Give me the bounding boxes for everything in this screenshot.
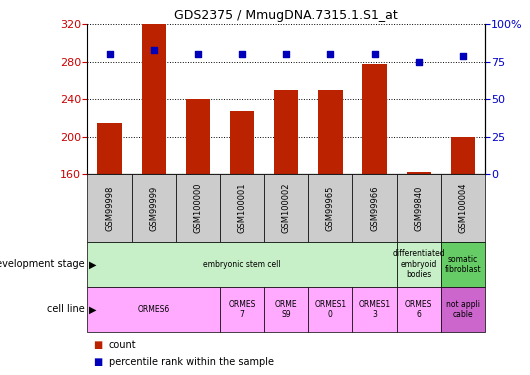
Text: ■: ■ <box>93 340 102 350</box>
Bar <box>230 111 254 174</box>
Text: ORMES1
3: ORMES1 3 <box>358 300 391 319</box>
Text: GSM100002: GSM100002 <box>282 183 290 233</box>
Bar <box>274 90 298 174</box>
Point <box>238 51 246 57</box>
Text: ORMES6: ORMES6 <box>138 305 170 314</box>
Bar <box>363 64 387 174</box>
Text: ■: ■ <box>93 357 102 367</box>
Text: ▶: ▶ <box>89 260 96 269</box>
Bar <box>186 99 210 174</box>
Text: GSM100000: GSM100000 <box>193 183 202 233</box>
Text: development stage: development stage <box>0 260 85 269</box>
Point <box>414 59 423 65</box>
Bar <box>407 172 431 174</box>
Text: GSM100001: GSM100001 <box>237 183 246 233</box>
Bar <box>142 24 166 174</box>
Point <box>458 53 467 59</box>
Point <box>370 51 379 57</box>
Text: ORME
S9: ORME S9 <box>275 300 297 319</box>
Point <box>193 51 202 57</box>
Bar <box>318 90 342 174</box>
Text: GSM100004: GSM100004 <box>458 183 467 233</box>
Text: GSM99999: GSM99999 <box>149 186 158 231</box>
Point <box>105 51 114 57</box>
Point <box>149 47 158 53</box>
Bar <box>450 137 475 174</box>
Text: ORMES
7: ORMES 7 <box>228 300 255 319</box>
Point <box>282 51 290 57</box>
Text: GSM99965: GSM99965 <box>326 186 335 231</box>
Text: ▶: ▶ <box>89 304 96 314</box>
Text: ORMES
6: ORMES 6 <box>405 300 432 319</box>
Text: somatic
fibroblast: somatic fibroblast <box>445 255 481 274</box>
Text: count: count <box>109 340 136 350</box>
Text: not appli
cable: not appli cable <box>446 300 480 319</box>
Text: ORMES1
0: ORMES1 0 <box>314 300 347 319</box>
Text: percentile rank within the sample: percentile rank within the sample <box>109 357 273 367</box>
Text: cell line: cell line <box>47 304 85 314</box>
Text: GSM99966: GSM99966 <box>370 185 379 231</box>
Point <box>326 51 334 57</box>
Text: differentiated
embryoid
bodies: differentiated embryoid bodies <box>392 249 445 279</box>
Text: GSM99840: GSM99840 <box>414 186 423 231</box>
Text: embryonic stem cell: embryonic stem cell <box>203 260 281 269</box>
Title: GDS2375 / MmugDNA.7315.1.S1_at: GDS2375 / MmugDNA.7315.1.S1_at <box>174 9 398 22</box>
Bar <box>98 123 122 174</box>
Text: GSM99998: GSM99998 <box>105 186 114 231</box>
